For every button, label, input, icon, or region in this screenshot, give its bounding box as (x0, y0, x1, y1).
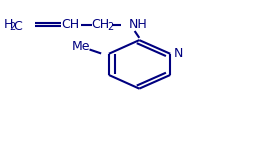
Text: N: N (174, 47, 183, 60)
Text: H: H (4, 19, 13, 32)
Text: Me: Me (71, 40, 90, 53)
Text: NH: NH (129, 19, 148, 32)
Text: 2: 2 (107, 22, 113, 32)
Text: CH: CH (61, 19, 79, 32)
Text: 2: 2 (10, 22, 16, 32)
Text: CH: CH (92, 19, 110, 32)
Text: C: C (13, 20, 22, 33)
